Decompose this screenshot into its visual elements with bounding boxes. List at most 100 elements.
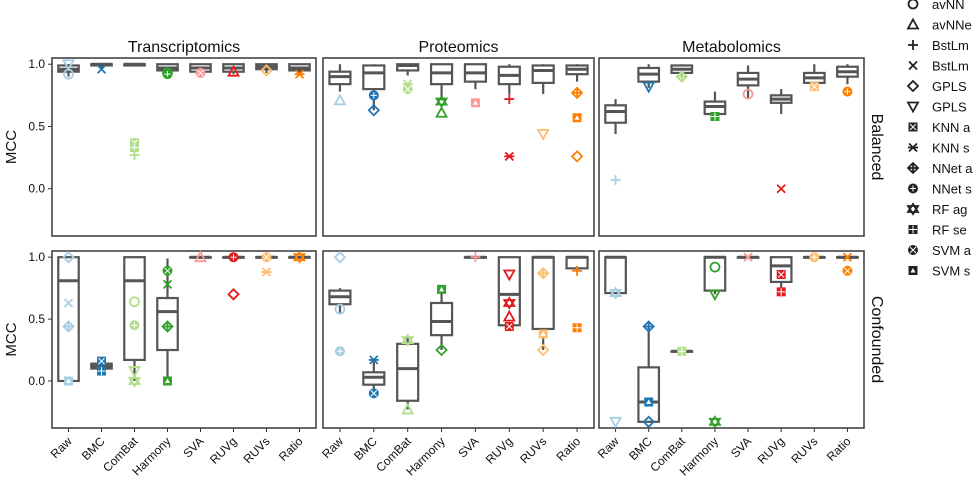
box-body [362, 64, 386, 91]
data-point [677, 346, 687, 356]
legend-label: KNN a [932, 120, 971, 135]
data-point [570, 150, 584, 163]
data-point [61, 59, 76, 72]
box-combat [396, 63, 420, 95]
data-point [675, 70, 689, 83]
data-point [163, 376, 172, 386]
data-point [809, 252, 820, 263]
x-tick-label-ruvg: RUVg [207, 434, 240, 467]
x-tick-label-ruvs: RUVs [517, 434, 549, 466]
box-sva [463, 63, 488, 108]
data-point [368, 388, 379, 399]
data-point [334, 346, 345, 357]
data-point [162, 67, 173, 79]
box-bmc [90, 356, 113, 376]
data-point [709, 261, 721, 273]
data-point [228, 252, 239, 263]
data-point [292, 250, 307, 264]
data-point [708, 415, 722, 429]
data-point [294, 69, 305, 79]
data-point [908, 245, 918, 255]
x-tick-label-raw: Raw [595, 434, 622, 461]
x-tick-label-bmc: BMC [351, 434, 380, 463]
legend-item: avNN [907, 0, 965, 12]
x-tick-label-raw: Raw [319, 434, 346, 461]
panel-balanced-metabolomics [598, 57, 865, 237]
data-point [161, 320, 174, 333]
x-tick-label-ruvs: RUVs [241, 434, 273, 466]
box-harmony [429, 63, 454, 118]
legend-item: RF ag [906, 202, 967, 217]
legend-label: avNN [932, 0, 965, 12]
legend-item: SVM s [908, 264, 971, 279]
box-ruvg [222, 63, 245, 77]
data-point [536, 129, 550, 141]
panel-frame [598, 250, 865, 429]
row-label-balanced: Balanced [868, 114, 885, 181]
data-point [401, 402, 415, 415]
data-point [906, 202, 920, 216]
data-point [367, 104, 381, 117]
data-point [97, 356, 106, 366]
panel-frame [322, 250, 595, 429]
data-point [809, 82, 819, 92]
legend-item: KNN a [908, 120, 971, 135]
box-combat [123, 256, 146, 388]
data-point [842, 86, 853, 97]
legend-item: GPLS [906, 100, 967, 115]
x-tick-label-ratio: Ratio [553, 434, 583, 464]
legend-item: avNNe [906, 17, 972, 33]
box-ruvg [222, 252, 245, 301]
data-point [536, 267, 550, 280]
data-point [162, 279, 173, 290]
x-tick-label-ruvg: RUVg [755, 434, 788, 467]
data-point [333, 250, 347, 264]
data-point [127, 374, 142, 388]
box-ratio [288, 250, 311, 264]
data-point [776, 287, 786, 297]
data-point [227, 288, 240, 301]
legend-label: RF ag [932, 202, 967, 217]
legend-item: SVM a [908, 243, 972, 258]
data-point [97, 366, 106, 376]
panel-balanced-transcriptomics [51, 57, 317, 237]
data-point [368, 90, 379, 101]
box-combat [396, 333, 420, 415]
x-tick-label-ruvs: RUVs [788, 434, 820, 466]
box-body [123, 256, 146, 362]
data-point [906, 17, 920, 30]
legend-label: BstLm [932, 59, 969, 74]
data-point [538, 329, 548, 339]
data-point [402, 84, 413, 95]
data-point [435, 105, 449, 118]
box-ruvs [802, 252, 826, 263]
y-tick-label: 0.0 [28, 182, 45, 196]
box-sva [736, 252, 760, 262]
column-title-proteomics: Proteomics [418, 39, 498, 56]
box-sva [189, 63, 212, 78]
legend-item: NNet a [906, 161, 973, 176]
legend-label: avNNe [932, 18, 972, 33]
legend-label: GPLS [932, 79, 967, 94]
x-tick-label-ruvg: RUVg [483, 434, 516, 467]
data-point [708, 289, 722, 302]
box-combat [670, 346, 694, 356]
panel-frame [51, 250, 317, 429]
box-sva [189, 250, 212, 263]
box-combat [670, 64, 694, 83]
data-point [570, 86, 584, 100]
data-point [906, 101, 920, 114]
data-point [368, 355, 379, 365]
box-bmc [637, 64, 661, 94]
box-body [769, 256, 793, 284]
data-point [908, 225, 918, 234]
panel-frame [598, 57, 865, 237]
data-point [908, 266, 918, 275]
x-tick-label-ratio: Ratio [276, 434, 306, 464]
data-point [64, 376, 73, 386]
data-point [908, 183, 918, 194]
data-point [842, 252, 853, 262]
box-ruvg [497, 64, 521, 161]
legend-item: KNN s [908, 141, 970, 156]
